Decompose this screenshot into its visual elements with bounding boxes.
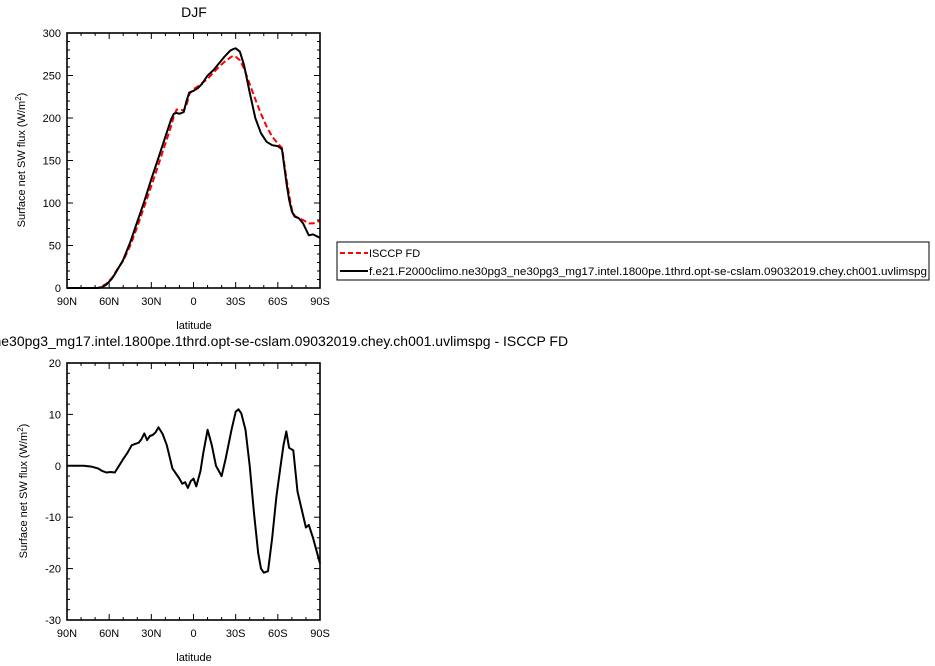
x-tick-label: 30N [141,628,161,640]
y-tick-label: 10 [49,409,61,421]
x-tick-label: 60S [268,628,288,640]
difference-chart-title: f.e21.F2000climo.ne30pg3_ne30pg3_mg17.in… [0,333,568,349]
difference-y-axis-label-superscript: 2 [16,427,25,432]
axis-ticks: 90N 60N 30N 0 30S 60S 90S 0 50 100 150 200 250 300 [43,28,330,308]
x-tick-label: 60N [99,628,119,640]
x-tick-label: 60N [99,296,119,308]
y-tick-label: 300 [43,28,61,40]
y-tick-label: 50 [49,241,61,253]
y-axis-label-main: Surface net SW flux (W/m [16,101,28,228]
difference-series-lines [67,408,321,574]
x-tick-label: 30N [141,296,161,308]
y-axis-label: Surface net SW flux (W/m2) [14,93,28,228]
difference-y-axis-label-end: ) [18,424,30,428]
y-tick-label: -20 [45,564,61,576]
x-tick-label: 90N [57,628,77,640]
y-tick-label: 0 [55,283,61,295]
y-tick-label: 150 [43,156,61,168]
series-lines [67,47,321,289]
y-tick-label: 20 [49,358,61,370]
series-line-1-0 [67,408,321,574]
x-tick-label: 0 [190,628,196,640]
x-tick-label: 90S [310,628,330,640]
y-tick-label: 250 [43,71,61,83]
x-tick-label: 30S [226,628,246,640]
legend-box [336,241,930,281]
y-axis-label-superscript: 2 [14,96,23,101]
difference-chart: f.e21.F2000climo.ne30pg3_ne30pg3_mg17.in… [0,333,568,664]
x-tick-label: 0 [190,296,196,308]
y-tick-label: 100 [43,198,61,210]
y-tick-label: 200 [43,113,61,125]
y-tick-label: -30 [45,615,61,627]
x-tick-label: 30S [226,296,246,308]
x-tick-label: 90S [310,296,330,308]
y-axis-label-end: ) [16,93,28,97]
x-tick-label: 60S [268,296,288,308]
series-line-0-1 [67,47,321,289]
legend-label-model: f.e21.F2000climo.ne30pg3_ne30pg3_mg17.in… [369,266,927,278]
difference-y-axis-label: Surface net SW flux (W/m2) [16,424,30,559]
difference-plot-frame [66,362,321,621]
flux-chart: DJF 90N 60N 30N 0 30S 60S 90S 0 50 100 150 200 250 30… [14,4,330,332]
legend-label-isccp: ISCCP FD [369,248,420,260]
y-tick-label: 0 [55,461,61,473]
plot-frame [66,32,321,289]
x-axis-label: latitude [176,320,211,332]
difference-y-axis-label-main: Surface net SW flux (W/m [18,432,30,559]
y-tick-label: -10 [45,512,61,524]
legend: ISCCP FD f.e21.F2000climo.ne30pg3_ne30pg… [336,241,930,281]
x-tick-label: 90N [57,296,77,308]
difference-axis-ticks: 90N 60N 30N 0 30S 60S 90S -30 -20 -10 0 10 20 [45,358,330,640]
chart-title: DJF [181,4,207,20]
difference-x-axis-label: latitude [176,652,211,664]
